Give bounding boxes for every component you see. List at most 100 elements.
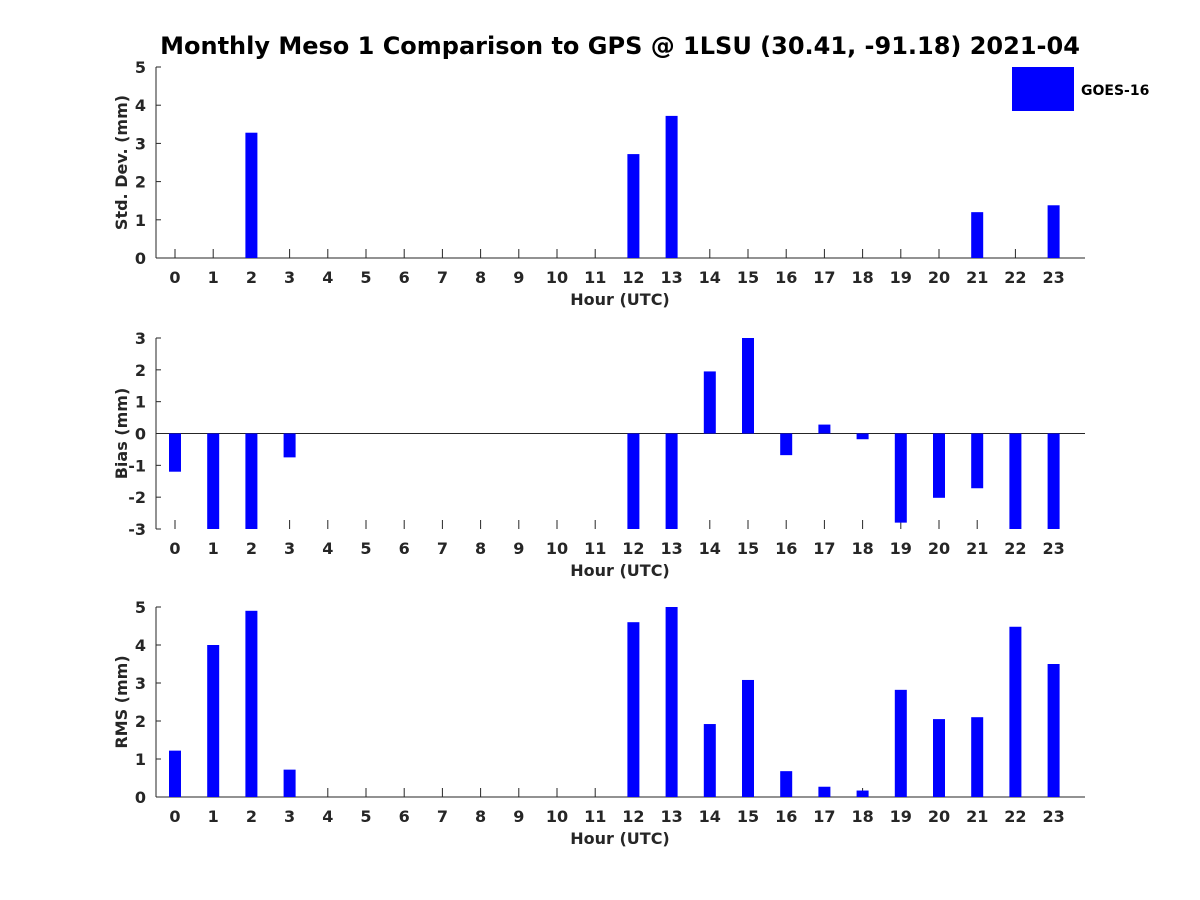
- y-tick-label: -3: [128, 520, 146, 539]
- bar-hour-17: [818, 424, 831, 434]
- x-tick-label: 5: [360, 807, 371, 826]
- y-tick-label: 3: [135, 134, 146, 153]
- x-tick-label: 15: [737, 268, 759, 287]
- x-tick-label: 6: [399, 268, 410, 287]
- x-tick-label: 18: [851, 807, 873, 826]
- y-tick-label: -2: [128, 488, 146, 507]
- x-tick-label: 13: [660, 539, 682, 558]
- x-tick-label: 20: [928, 268, 950, 287]
- x-tick-label: 13: [660, 807, 682, 826]
- x-tick-label: 23: [1042, 807, 1064, 826]
- bar-hour-0: [169, 750, 181, 797]
- bar-hour-1: [207, 645, 220, 797]
- x-tick-label: 19: [890, 539, 912, 558]
- bar-hour-2: [245, 610, 258, 797]
- y-tick-label: 2: [135, 361, 146, 380]
- x-tick-label: 1: [208, 807, 219, 826]
- bar-hour-22: [1009, 626, 1022, 797]
- x-tick-label: 23: [1042, 268, 1064, 287]
- x-tick-label: 16: [775, 268, 797, 287]
- x-tick-label: 19: [890, 807, 912, 826]
- y-tick-label: 4: [135, 96, 146, 115]
- bar-hour-21: [971, 717, 984, 797]
- bar-hour-13: [665, 115, 678, 259]
- x-tick-label: 20: [928, 539, 950, 558]
- x-tick-label: 1: [208, 539, 219, 558]
- y-tick-label: -1: [128, 456, 146, 475]
- bar-hour-21: [971, 212, 984, 258]
- x-tick-label: 15: [737, 539, 759, 558]
- bar-hour-3: [283, 433, 296, 458]
- x-tick-label: 7: [437, 807, 448, 826]
- x-tick-label: 5: [360, 268, 371, 287]
- x-tick-label: 0: [169, 268, 180, 287]
- bar-hour-18: [856, 433, 869, 440]
- y-tick-label: 2: [135, 173, 146, 192]
- x-tick-label: 2: [246, 539, 257, 558]
- x-tick-label: 1: [208, 268, 219, 287]
- bar-hour-13: [665, 433, 678, 529]
- x-tick-label: 22: [1004, 268, 1026, 287]
- x-tick-label: 15: [737, 807, 759, 826]
- x-tick-label: 22: [1004, 807, 1026, 826]
- x-tick-label: 10: [546, 539, 568, 558]
- y-tick-label: 3: [135, 329, 146, 348]
- legend-swatch-goes-16: [1012, 67, 1074, 111]
- legend-label-goes-16: GOES-16: [1081, 83, 1149, 99]
- legend: GOES-16: [1012, 67, 1149, 111]
- bar-hour-21: [971, 433, 984, 489]
- x-tick-label: 3: [284, 268, 295, 287]
- y-tick-label: 0: [135, 249, 146, 268]
- x-tick-label: 4: [322, 268, 333, 287]
- bar-hour-13: [665, 607, 678, 797]
- x-tick-label: 6: [399, 539, 410, 558]
- bar-hour-14: [703, 724, 716, 797]
- x-tick-label: 16: [775, 539, 797, 558]
- bar-hour-12: [627, 622, 640, 797]
- bar-hour-20: [933, 719, 945, 797]
- x-tick-label: 4: [322, 807, 333, 826]
- y-tick-label: 1: [135, 750, 146, 769]
- x-tick-label: 0: [169, 807, 180, 826]
- x-tick-label: 22: [1004, 539, 1026, 558]
- bar-hour-23: [1047, 205, 1060, 258]
- bar-hour-2: [245, 433, 258, 529]
- y-tick-label: 5: [135, 58, 146, 77]
- x-tick-label: 9: [513, 268, 524, 287]
- x-tick-label: 4: [322, 539, 333, 558]
- bar-hour-0: [169, 433, 181, 472]
- bar-hour-12: [627, 154, 640, 258]
- y-tick-label: 0: [135, 425, 146, 444]
- x-tick-label: 11: [584, 807, 606, 826]
- x-tick-label: 8: [475, 268, 486, 287]
- x-tick-label: 3: [284, 539, 295, 558]
- x-tick-label: 12: [622, 539, 644, 558]
- y-tick-label: 2: [135, 712, 146, 731]
- bar-hour-2: [245, 132, 258, 258]
- bar-hour-3: [283, 769, 296, 797]
- y-axis-label: Std. Dev. (mm): [112, 95, 131, 230]
- x-tick-label: 14: [699, 268, 721, 287]
- x-tick-label: 5: [360, 539, 371, 558]
- x-tick-label: 11: [584, 539, 606, 558]
- x-tick-label: 17: [813, 539, 835, 558]
- x-axis-label: Hour (UTC): [570, 290, 670, 309]
- bar-hour-12: [627, 433, 640, 529]
- x-tick-label: 14: [699, 807, 721, 826]
- y-tick-label: 5: [135, 598, 146, 617]
- x-tick-label: 8: [475, 539, 486, 558]
- x-tick-label: 2: [246, 807, 257, 826]
- y-tick-label: 0: [135, 788, 146, 807]
- bar-hour-17: [818, 786, 831, 797]
- y-tick-label: 1: [135, 211, 146, 230]
- bar-hour-20: [933, 433, 945, 498]
- y-axis-label: RMS (mm): [112, 655, 131, 748]
- y-tick-label: 1: [135, 393, 146, 412]
- bar-hour-16: [780, 433, 793, 456]
- bar-hour-23: [1047, 433, 1060, 529]
- x-axis-label: Hour (UTC): [570, 561, 670, 580]
- bar-hour-16: [780, 771, 793, 797]
- x-tick-label: 0: [169, 539, 180, 558]
